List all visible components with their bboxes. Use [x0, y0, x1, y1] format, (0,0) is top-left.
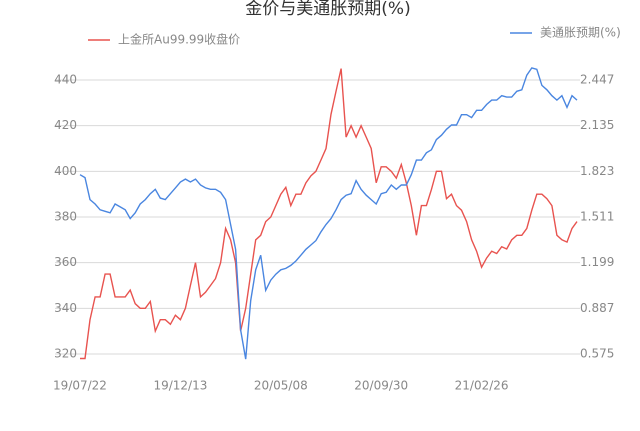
y-tick-label: 360: [54, 255, 77, 269]
y2-tick-label: 1.511: [580, 210, 614, 224]
y-tick-label: 440: [54, 73, 77, 87]
y-tick-label: 320: [54, 346, 77, 360]
chart-title: 金价与美通胀预期(%): [245, 0, 410, 19]
data-line: [79, 67, 578, 360]
y-tick-label: 380: [54, 210, 77, 224]
x-tick-label: 21/02/26: [455, 379, 509, 393]
y2-tick-label: 1.199: [580, 255, 614, 269]
y2-tick-label: 0.575: [580, 346, 614, 360]
y2-tick-label: 0.887: [580, 301, 614, 315]
y-tick-label: 340: [54, 301, 77, 315]
y-tick-label: 420: [54, 118, 77, 132]
y2-tick-label: 2.447: [580, 73, 614, 87]
legend-label: 美通胀预期(%): [540, 26, 621, 40]
y2-tick-label: 2.135: [580, 118, 614, 132]
data-line: [80, 68, 578, 360]
y2-tick-label: 1.823: [580, 164, 614, 178]
x-tick-label: 20/05/08: [254, 379, 308, 393]
legend-label: 上金所Au99.99收盘价: [118, 32, 240, 47]
y-tick-label: 400: [54, 164, 77, 178]
x-tick-label: 19/12/13: [153, 379, 207, 393]
x-tick-label: 20/09/30: [354, 379, 408, 393]
x-tick-label: 19/07/22: [53, 379, 107, 393]
